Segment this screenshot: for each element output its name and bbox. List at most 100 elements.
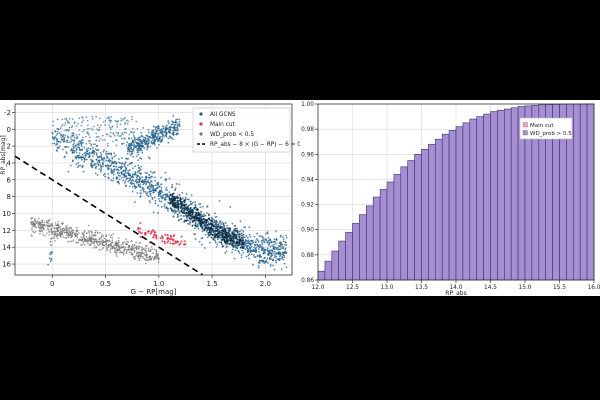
gcns-point [85,116,88,119]
gcns-point [255,240,257,243]
gcns-point [240,234,243,237]
gcns-point [100,170,102,173]
gcns-point [263,262,265,265]
gcns-point [137,137,140,140]
gcns-point [215,219,218,222]
gcns-point [98,159,101,162]
gcns-point [160,140,163,143]
gcns-point [269,263,272,266]
gcns-point [218,231,221,233]
gcns-point [281,256,284,258]
gcns-point [78,133,81,136]
gcns-point [49,240,52,243]
gcns-point [106,157,108,159]
gcns-point [121,143,124,146]
wd-point [115,242,117,244]
histogram-bar [379,189,388,281]
gcns-point [110,171,113,174]
y-tick-label: 6 [7,176,12,184]
wd-point [124,246,127,249]
gcns-point [219,236,222,239]
gcns-point [152,133,154,136]
gcns-point [218,199,221,202]
gcns-point [131,162,133,164]
gcns-point [273,238,276,241]
gcns-point [85,142,88,145]
gcns-point [279,234,282,237]
gcns-point [202,215,204,218]
gcns-point [121,166,124,168]
gcns-point [214,229,217,232]
wd-point [123,241,125,244]
gcns-point [123,164,126,167]
gcns-point [151,172,154,174]
main-cut-point [144,233,147,236]
gcns-point [154,136,157,138]
gcns-point [120,119,123,122]
gcns-point [131,190,134,193]
gcns-point [115,178,118,180]
gcns-point [237,250,240,252]
wd-point [144,259,147,261]
gcns-point [70,164,72,167]
histogram-bar [324,260,333,281]
wd-point [68,234,70,236]
gcns-point [172,215,175,218]
wd-point [33,231,35,234]
gcns-point [88,127,90,130]
gcns-point [164,178,167,181]
gcns-point [125,119,128,122]
gcns-point [169,193,172,196]
gcns-point [251,239,254,242]
gcns-point [127,177,129,180]
gcns-point [281,236,284,238]
gcns-point [153,176,156,179]
wd-point [51,222,53,225]
gcns-point [198,218,201,221]
gcns-point [249,247,251,250]
gcns-point [127,136,130,139]
gcns-point [230,239,233,242]
wd-point [51,231,54,234]
gcns-point [221,230,224,233]
gcns-point [132,155,134,158]
gcns-point [263,240,266,243]
gcns-point [50,258,53,260]
gcns-point [276,248,279,251]
gcns-point [231,251,233,254]
wd-point [128,249,130,251]
wd-point [141,252,144,254]
gcns-point [188,204,191,207]
wd-point [110,243,112,246]
gcns-point [172,121,175,124]
gcns-point [213,219,216,222]
gcns-point [61,135,64,138]
gcns-point [201,226,204,229]
gcns-point [167,201,170,204]
gcns-point [116,123,118,126]
gcns-point [138,180,141,183]
y-tick-label: 10 [2,210,11,218]
wd-point [78,238,80,241]
wd-point [55,230,58,233]
gcns-point [179,206,182,209]
gcns-point [256,239,259,242]
gcns-point [204,227,207,229]
gcns-point [118,135,121,138]
gcns-point [190,200,192,203]
gcns-point [114,119,117,122]
y-tick-label: 0.86 [301,278,314,284]
gcns-point [175,129,178,132]
gcns-point [225,246,228,248]
gcns-point [156,183,159,186]
gcns-point [107,142,109,145]
wd-point [71,229,73,232]
gcns-point [175,210,178,213]
wd-point [67,236,70,238]
main-cut-point [173,234,176,237]
gcns-point [110,135,112,138]
gcns-point [127,171,130,174]
gcns-point [66,129,68,132]
gcns-point [131,139,134,142]
